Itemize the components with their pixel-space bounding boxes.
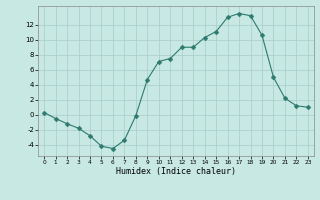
- X-axis label: Humidex (Indice chaleur): Humidex (Indice chaleur): [116, 167, 236, 176]
